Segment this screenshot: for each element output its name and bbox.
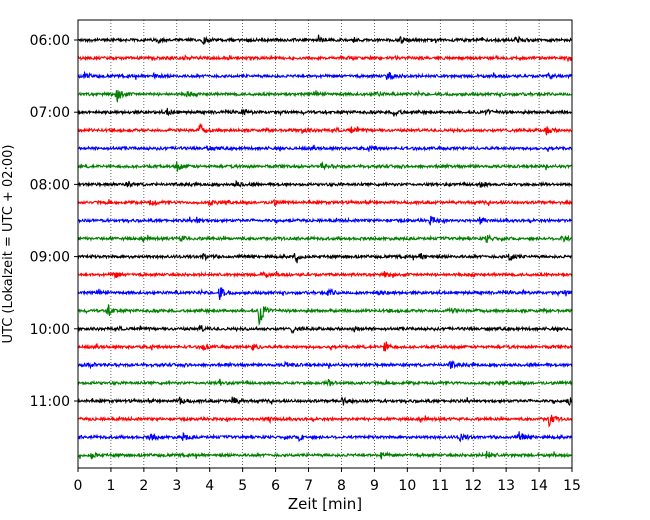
trace-0615	[77, 53, 573, 62]
x-tick-label: 0	[74, 478, 83, 494]
x-axis-ticks: 0 1 2 3 4 5 6 7 8 9 10 11 12 13 14 15	[74, 468, 581, 494]
trace-0645	[77, 89, 573, 103]
trace-0700	[77, 107, 573, 117]
y-tick-label: 06:00	[30, 33, 70, 49]
x-tick-label: 6	[271, 478, 280, 494]
y-tick-label: 07:00	[30, 105, 70, 121]
x-tick-label: 15	[563, 478, 581, 494]
y-tick-label: 11:00	[30, 394, 70, 410]
trace-0930	[77, 287, 573, 300]
x-tick-label: 8	[337, 478, 346, 494]
x-tick-label: 7	[304, 478, 313, 494]
x-tick-label: 3	[172, 478, 181, 494]
trace-0745	[77, 161, 573, 172]
x-tick-label: 4	[205, 478, 214, 494]
y-tick-label: 08:00	[30, 177, 70, 193]
trace-1000	[77, 324, 573, 334]
trace-0815	[77, 198, 573, 207]
x-tick-label: 13	[497, 478, 515, 494]
trace-1145	[77, 450, 573, 460]
x-tick-label: 12	[464, 478, 482, 494]
trace-0800	[77, 179, 573, 189]
x-axis-label: Zeit [min]	[288, 495, 362, 513]
trace-1030	[77, 360, 573, 370]
x-tick-label: 5	[238, 478, 247, 494]
x-tick-label: 11	[431, 478, 449, 494]
trace-1115	[77, 414, 573, 428]
x-tick-label: 9	[370, 478, 379, 494]
trace-1100	[77, 396, 573, 407]
trace-0945	[77, 304, 573, 326]
trace-1045	[77, 378, 573, 387]
trace-0830	[77, 215, 573, 226]
trace-0900	[77, 252, 573, 264]
y-axis-label: UTC (Lokalzeit = UTC + 02:00)	[1, 145, 16, 344]
x-tick-label: 10	[398, 478, 416, 494]
y-tick-label: 10:00	[30, 322, 70, 338]
trace-0630	[77, 70, 573, 81]
plot-frame	[77, 19, 573, 469]
x-tick-label: 1	[106, 478, 115, 494]
trace-0600	[77, 34, 573, 46]
trace-0730	[77, 144, 573, 152]
x-tick-label: 2	[139, 478, 148, 494]
trace-1130	[77, 431, 573, 443]
x-tick-label: 14	[530, 478, 548, 494]
trace-1015	[77, 341, 573, 352]
y-axis-ticks: 06:00 07:00 08:00 09:00 10:00 11:00	[30, 33, 78, 410]
trace-layer	[77, 34, 573, 460]
trace-0845	[77, 233, 573, 243]
trace-0915	[77, 270, 573, 280]
y-tick-label: 09:00	[30, 250, 70, 266]
trace-0715	[77, 122, 573, 136]
